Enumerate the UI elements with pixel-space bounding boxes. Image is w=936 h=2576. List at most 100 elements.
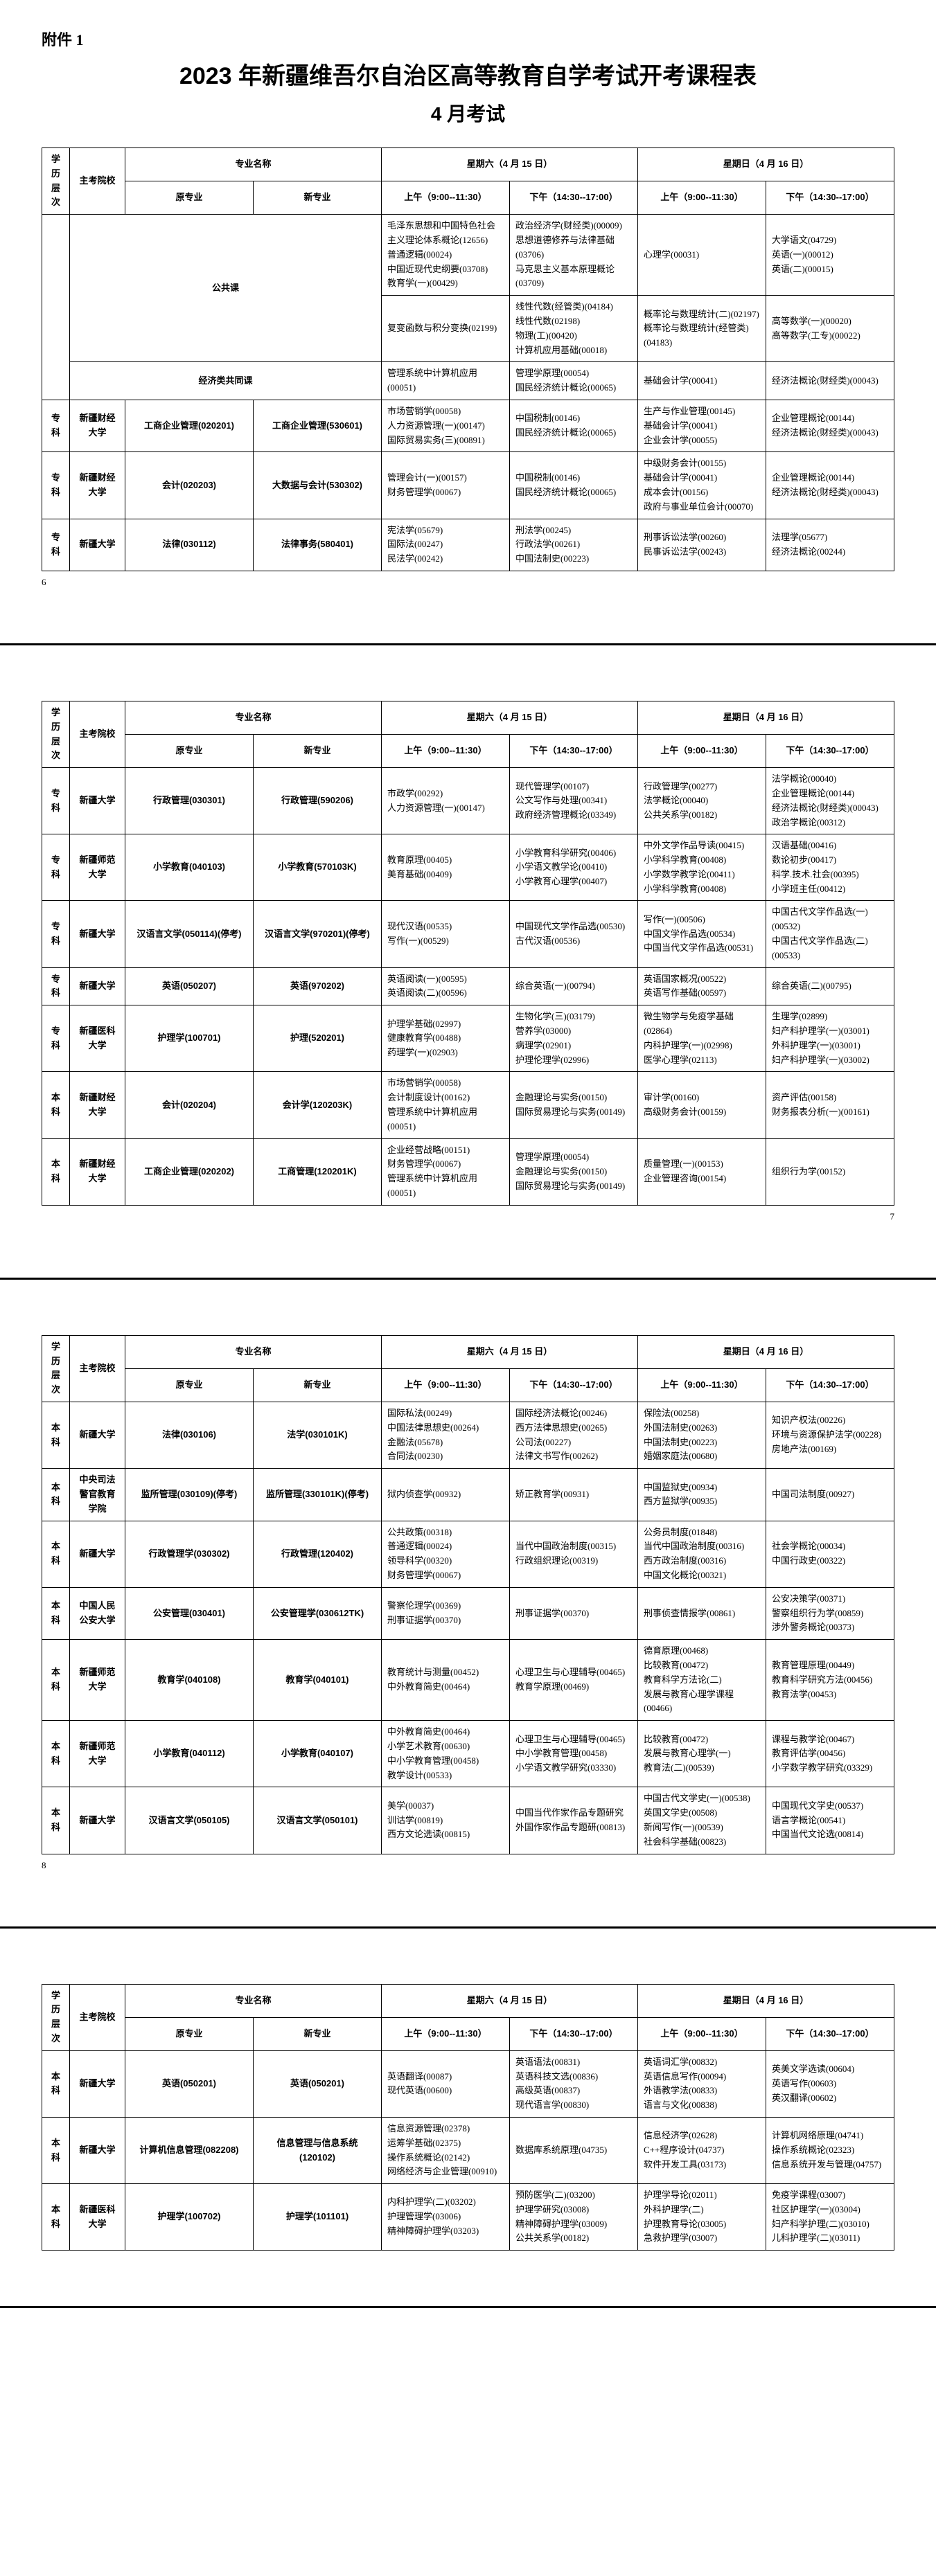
major-orig-cell: 汉语言文学(050105) [125, 1787, 254, 1854]
major-orig-cell: 工商企业管理(020202) [125, 1138, 254, 1205]
page-number: 6 [42, 577, 894, 588]
course-line: 环境与资源保护法学(00228) [772, 1428, 888, 1442]
course-line: 护理教育导论(03005) [644, 2217, 760, 2232]
course-line: 中国现代文学作品选(00530) [515, 920, 632, 934]
course-cell: 中国司法制度(00927) [766, 1469, 894, 1521]
major-new-cell: 汉语言文学(970201)(停考) [254, 901, 382, 967]
course-line: 中国法制史(00223) [644, 1435, 760, 1450]
course-line: 当代中国政治制度(00315) [515, 1539, 632, 1554]
th-major-orig: 原专业 [125, 2017, 254, 2050]
course-cell: 保险法(00258)外国法制史(00263)中国法制史(00223)婚姻家庭法(… [638, 1402, 766, 1469]
major-orig-cell: 公安管理(030401) [125, 1587, 254, 1639]
table-row: 本科新疆大学行政管理学(030302)行政管理(120402)公共政策(0031… [42, 1521, 894, 1587]
course-line: 政治经济学(财经类)(00009) [515, 219, 632, 233]
th-major: 专业名称 [125, 148, 382, 181]
course-cell: 审计学(00160)高级财务会计(00159) [638, 1072, 766, 1138]
course-cell: 刑事侦查情报学(00861) [638, 1587, 766, 1639]
course-line: 国民经济统计概论(00065) [515, 426, 632, 440]
course-cell: 法学概论(00040)企业管理概论(00144)经济法概论(财经类)(00043… [766, 768, 894, 834]
course-cell: 国际经济法概论(00246)西方法律思想史(00265)公司法(00227)法律… [510, 1402, 638, 1469]
course-line: 教育管理原理(00449) [772, 1658, 888, 1673]
course-line: 心理卫生与心理辅导(00465) [515, 1733, 632, 1747]
course-cell: 复变函数与积分变换(02199) [382, 296, 510, 362]
major-orig-cell: 英语(050207) [125, 967, 254, 1005]
course-line: 管理系统中计算机应用(00051) [387, 366, 504, 395]
course-line: 西方政治制度(00316) [644, 1554, 760, 1568]
course-cell: 知识产权法(00226)环境与资源保护法学(00228)房地产法(00169) [766, 1402, 894, 1469]
th-sun-pm: 下午（14:30--17:00） [766, 181, 894, 215]
course-cell: 心理卫生与心理辅导(00465)教育学原理(00469) [510, 1640, 638, 1721]
major-orig-cell: 小学教育(040103) [125, 834, 254, 901]
course-cell: 英语词汇学(00832)英语信息写作(00094)外语教学法(00833)语言与… [638, 2050, 766, 2117]
major-new-cell: 会计学(120203K) [254, 1072, 382, 1138]
course-line: 英语写作(00603) [772, 2077, 888, 2091]
course-line: 数据库系统原理(04735) [515, 2143, 632, 2158]
course-line: 护理学导论(02011) [644, 2188, 760, 2203]
level-cell: 专科 [42, 967, 70, 1005]
attachment-label: 附件 1 [42, 28, 894, 50]
course-line: 金融理论与实务(00150) [515, 1091, 632, 1105]
course-line: 线性代数(经管类)(04184) [515, 300, 632, 314]
course-line: 英语阅读(一)(00595) [387, 972, 504, 987]
course-line: 信息经济学(02628) [644, 2129, 760, 2143]
school-cell: 中国人民公安大学 [70, 1587, 125, 1639]
course-cell: 英语阅读(一)(00595)英语阅读(二)(00596) [382, 967, 510, 1005]
table-row: 本科新疆财经大学会计(020204)会计学(120203K)市场营销学(0005… [42, 1072, 894, 1138]
course-cell: 预防医学(二)(03200)护理学研究(03008)精神障碍护理学(03009)… [510, 2184, 638, 2251]
course-line: 操作系统概论(02323) [772, 2143, 888, 2158]
course-line: 公共关系学(00182) [515, 2231, 632, 2246]
table-row: 本科新疆大学英语(050201)英语(050201)英语翻译(00087)现代英… [42, 2050, 894, 2117]
course-line: 中国法制史(00223) [515, 552, 632, 566]
course-cell: 综合英语(一)(00794) [510, 967, 638, 1005]
course-line: 新闻写作(一)(00539) [644, 1821, 760, 1835]
course-line: 英汉翻译(00602) [772, 2091, 888, 2106]
course-cell: 管理学原理(00054)国民经济统计概论(00065) [510, 362, 638, 400]
course-cell: 线性代数(经管类)(04184)线性代数(02198)物理(工)(00420)计… [510, 296, 638, 362]
course-line: 小学语文教学研究(03330) [515, 1761, 632, 1776]
course-line: 英语词汇学(00832) [644, 2055, 760, 2070]
course-cell: 市场营销学(00058)会计制度设计(00162)管理系统中计算机应用(0005… [382, 1072, 510, 1138]
course-line: 中国司法制度(00927) [772, 1487, 888, 1502]
course-line: 线性代数(02198) [515, 314, 632, 329]
course-line: 中小学教育管理(00458) [515, 1746, 632, 1761]
th-school: 主考院校 [70, 701, 125, 767]
course-cell: 德育原理(00468)比较教育(00472)教育科学方法论(二)发展与教育心理学… [638, 1640, 766, 1721]
major-new-cell: 大数据与会计(530302) [254, 452, 382, 519]
level-cell: 本科 [42, 2050, 70, 2117]
major-orig-cell: 行政管理(030301) [125, 768, 254, 834]
course-cell: 英语翻译(00087)现代英语(00600) [382, 2050, 510, 2117]
course-line: 当代中国政治制度(00316) [644, 1539, 760, 1554]
page-number: 7 [42, 1211, 894, 1222]
school-cell: 新疆医科大学 [70, 1005, 125, 1072]
course-line: 会计制度设计(00162) [387, 1091, 504, 1105]
school-cell: 新疆财经大学 [70, 1072, 125, 1138]
course-line: 药理学(一)(02903) [387, 1046, 504, 1060]
major-cell: 公共课 [70, 215, 382, 362]
th-sat: 星期六（4 月 15 日） [382, 701, 638, 734]
course-line: 护理伦理学(02996) [515, 1053, 632, 1068]
course-line: 病理学(02901) [515, 1039, 632, 1053]
course-line: 涉外警务概论(00373) [772, 1620, 888, 1635]
course-line: 政治学概论(00312) [772, 816, 888, 830]
course-line: 经济法概论(财经类)(00043) [772, 426, 888, 440]
course-line: 法理学(05677) [772, 530, 888, 545]
major-new-cell: 行政管理(120402) [254, 1521, 382, 1587]
course-line: 现代管理学(00107) [515, 780, 632, 794]
course-line: 小学数学教学研究(03329) [772, 1761, 888, 1776]
table-row: 专科新疆师范大学小学教育(040103)小学教育(570103K)教育原理(00… [42, 834, 894, 901]
course-line: 中国监狱史(00934) [644, 1481, 760, 1495]
table-row: 本科新疆医科大学护理学(100702)护理学(101101)内科护理学(二)(0… [42, 2184, 894, 2251]
course-line: 普通逻辑(00024) [387, 248, 504, 262]
course-line: 市场营销学(00058) [387, 1076, 504, 1091]
course-cell: 护理学导论(02011)外科护理学(二)护理教育导论(03005)急救护理学(0… [638, 2184, 766, 2251]
course-cell: 宪法学(05679)国际法(00247)民法学(00242) [382, 519, 510, 571]
course-cell: 组织行为学(00152) [766, 1138, 894, 1205]
course-cell: 经济法概论(财经类)(00043) [766, 362, 894, 400]
course-cell: 质量管理(一)(00153)企业管理咨询(00154) [638, 1138, 766, 1205]
level-cell: 本科 [42, 1787, 70, 1854]
course-cell: 公务员制度(01848)当代中国政治制度(00316)西方政治制度(00316)… [638, 1521, 766, 1587]
major-orig-cell: 会计(020203) [125, 452, 254, 519]
course-line: 教育法学(00453) [772, 1688, 888, 1702]
course-line: 国民经济统计概论(00065) [515, 381, 632, 395]
course-line: 刑事侦查情报学(00861) [644, 1607, 760, 1621]
